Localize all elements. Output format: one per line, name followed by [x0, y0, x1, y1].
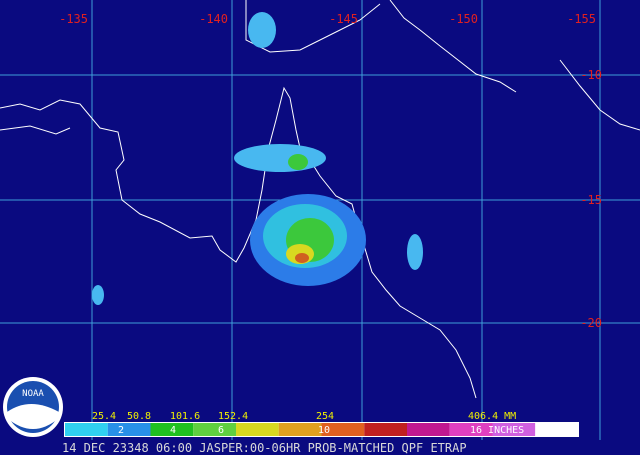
inch-label: 16 INCHES: [470, 425, 524, 436]
legend-swatch: [449, 423, 493, 436]
legend-swatch: [364, 423, 407, 436]
legend: 25.4 50.8 101.6 152.4 254 406.4 MM 2 4 6 10 16 INC…: [64, 411, 579, 437]
mm-label: 254: [316, 411, 334, 422]
inch-label: 6: [218, 425, 224, 436]
longitude-label: -140: [199, 12, 228, 26]
latitude-label: -10: [580, 68, 602, 82]
latitude-label: -20: [580, 316, 602, 330]
mm-label: 25.4: [92, 411, 116, 422]
longitude-label: -155: [567, 12, 596, 26]
logo-text: NOAA: [22, 389, 44, 399]
precipitation-field: [92, 12, 423, 305]
product-caption: 14 DEC 23348 06:00 JASPER:00-06HR PROB-M…: [62, 441, 467, 455]
inch-label: 2: [118, 425, 124, 436]
mm-label: 152.4: [218, 411, 248, 422]
mm-label: 50.8: [127, 411, 151, 422]
mm-label: 406.4 MM: [468, 411, 516, 422]
legend-swatch: [150, 423, 194, 436]
longitude-label: -150: [449, 12, 478, 26]
longitude-label: -135: [59, 12, 88, 26]
legend-swatch: [193, 423, 236, 436]
inch-label: 4: [170, 425, 176, 436]
legend-swatch: [278, 423, 322, 436]
inch-label: 10: [318, 425, 330, 436]
legend-swatch: [107, 423, 151, 436]
noaa-logo: NOAA: [3, 377, 63, 437]
graticule: [0, 0, 640, 440]
legend-swatch: [535, 423, 578, 436]
legend-swatch: [236, 423, 279, 436]
mm-label: 101.6: [170, 411, 200, 422]
longitude-label: -145: [329, 12, 358, 26]
legend-swatch: [492, 423, 536, 436]
legend-swatch: [407, 423, 450, 436]
legend-swatch: [65, 423, 108, 436]
latitude-label: -15: [580, 193, 602, 207]
legend-swatch: [321, 423, 365, 436]
